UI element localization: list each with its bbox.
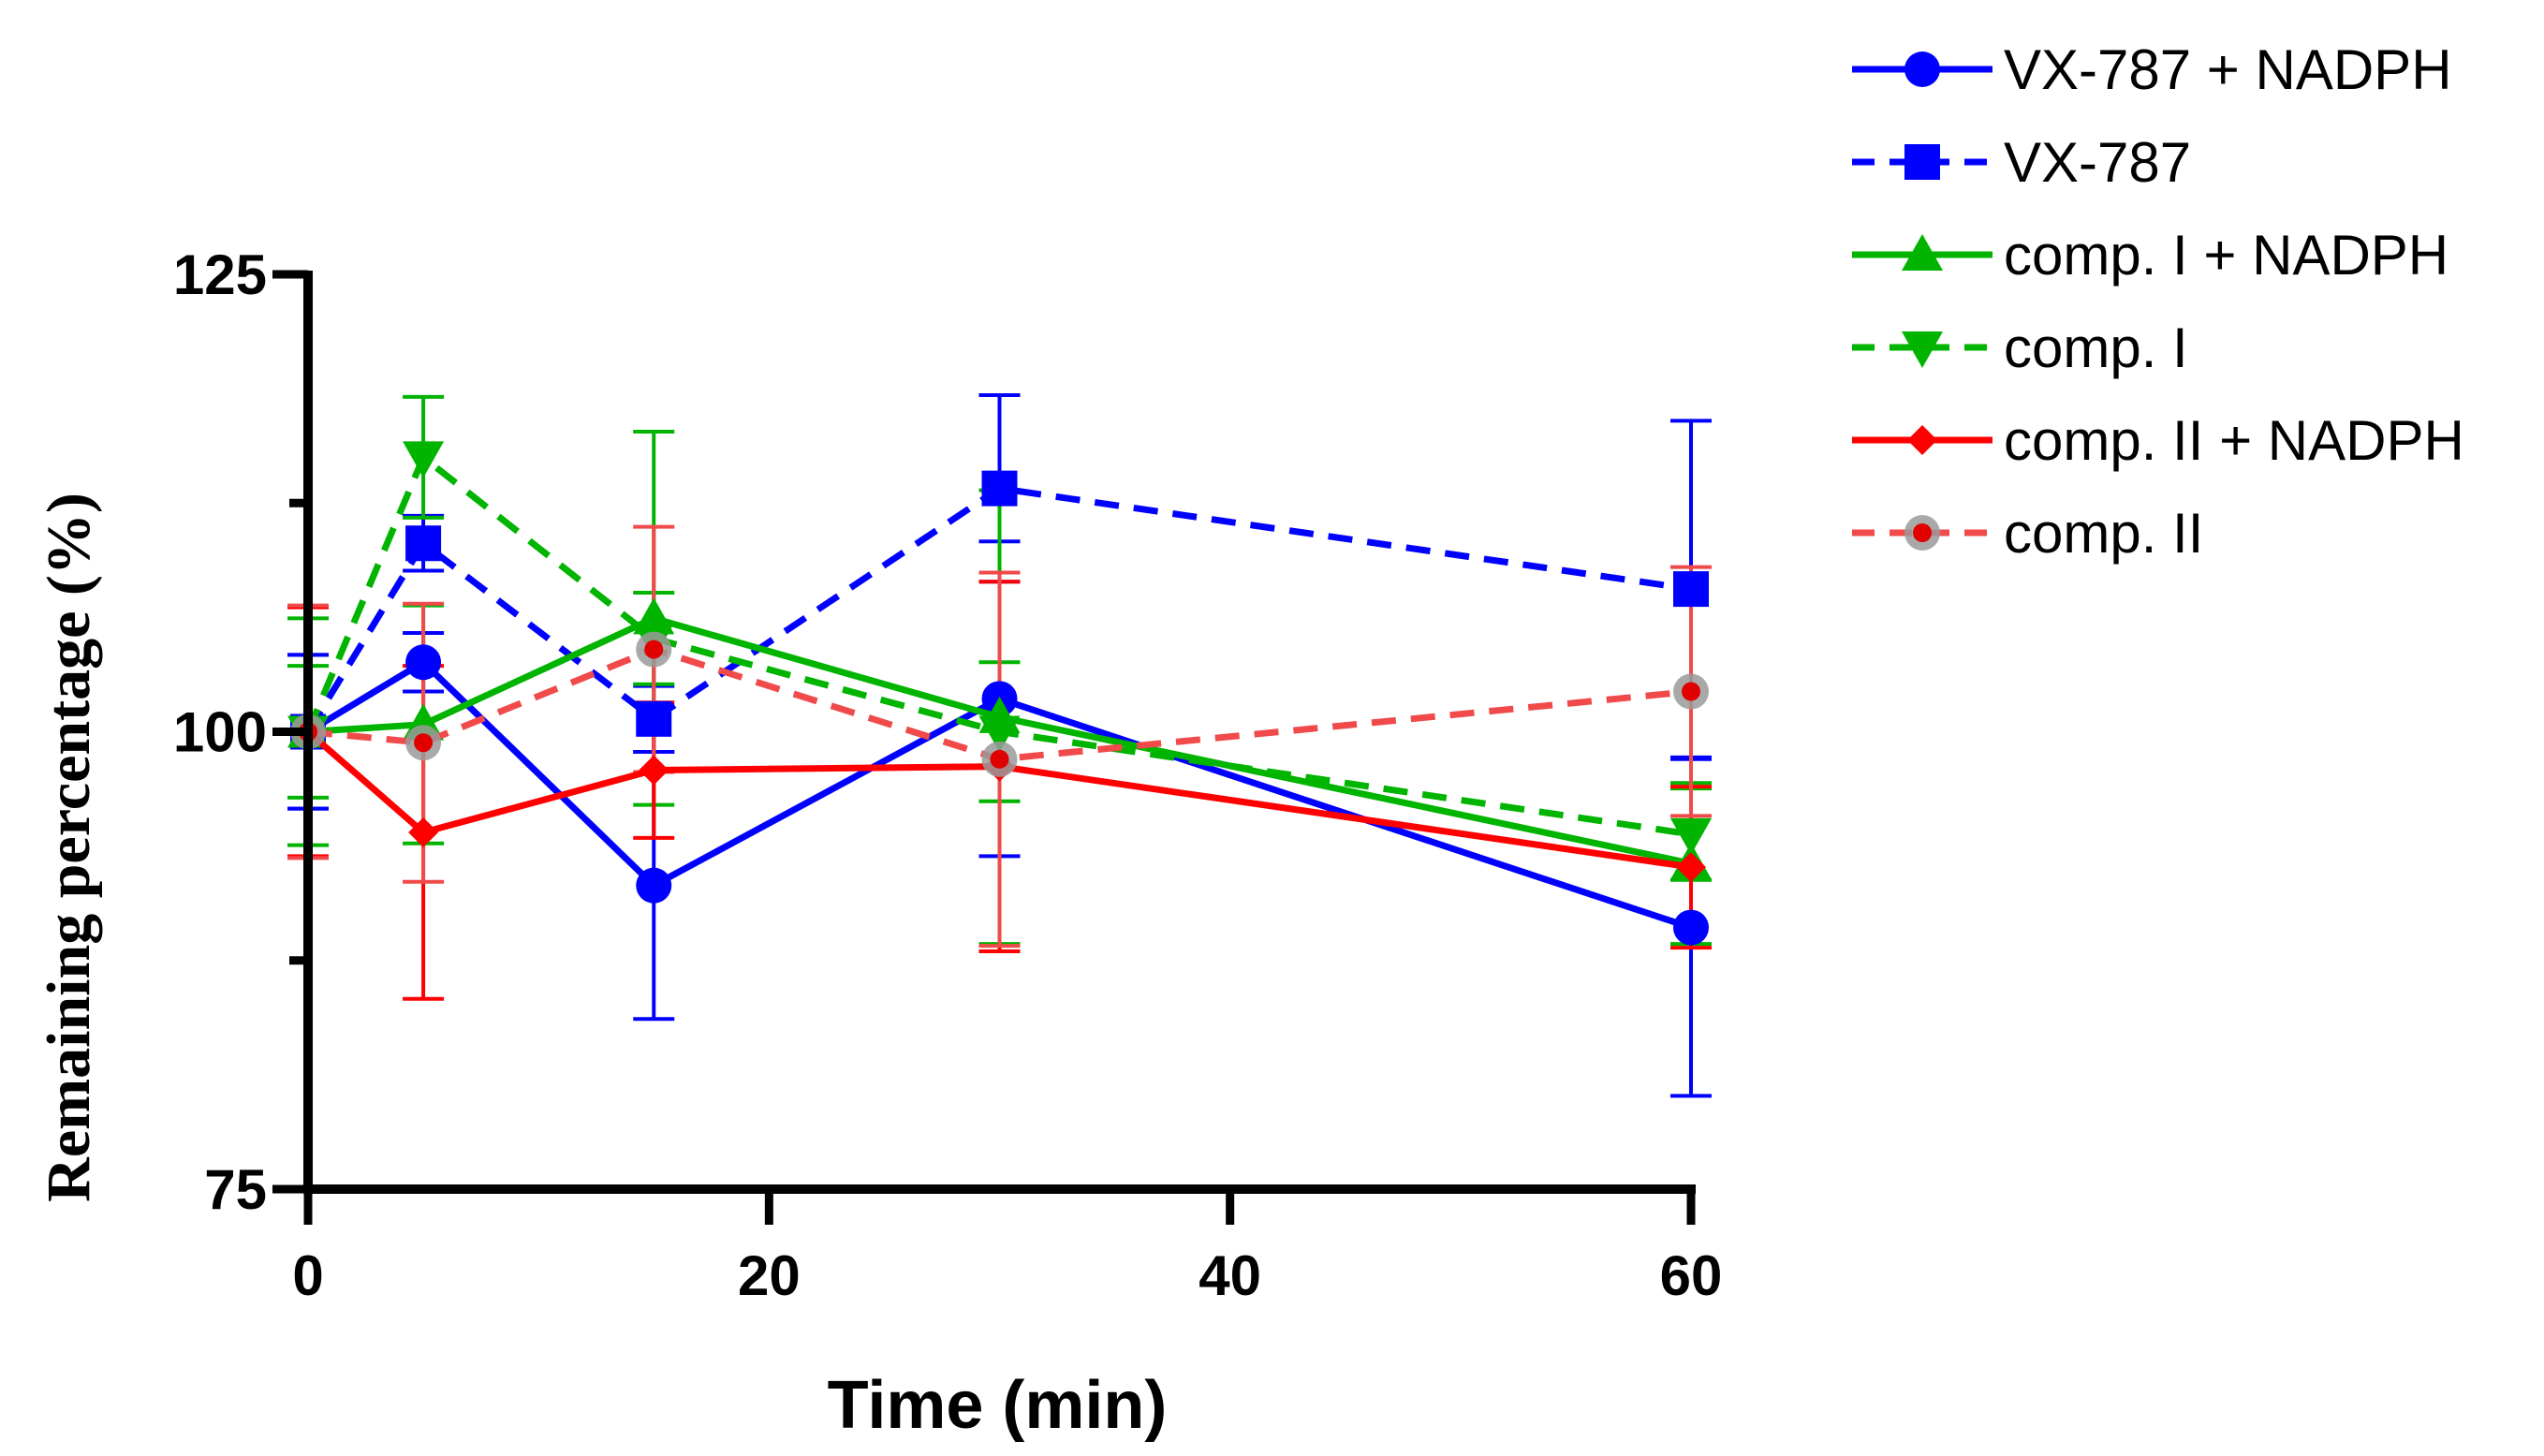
y-tick-label: 125 [173,243,267,306]
plot-area [287,392,1712,1098]
legend-swatch-marker [1902,331,1943,368]
data-point [408,816,439,847]
data-point [978,715,1021,753]
legend-item-3: comp. I [1852,316,2188,379]
data-point [636,631,672,668]
data-point [981,741,1018,777]
data-point [405,725,442,761]
data-point [403,441,445,478]
data-point [636,867,672,904]
data-point [1676,852,1706,883]
legend-label: VX-787 [2004,131,2191,194]
data-point-dot [414,733,434,753]
legend-item-2: comp. I + NADPH [1852,224,2448,287]
legend-label: comp. I + NADPH [2004,224,2448,287]
legend-swatch-marker [1904,515,1940,551]
legend-swatch-marker-dot [1913,523,1932,542]
x-tick-label: 60 [1660,1244,1723,1307]
x-tick-label: 40 [1198,1244,1261,1307]
x-axis-title: Time (min) [828,1368,1168,1443]
data-point [405,644,442,681]
legend-item-5: comp. II [1852,502,2203,565]
x-tick-label: 20 [738,1244,801,1307]
legend-item-4: comp. II + NADPH [1852,409,2464,472]
series-line [305,485,1692,734]
axes: 75 100 125 0 20 40 60 [173,243,1722,1307]
legend-swatch-marker [1902,234,1943,271]
data-point [1673,571,1709,608]
legend-item-0: VX-787 + NADPH [1852,38,2452,101]
legend-label: comp. II [2004,502,2203,565]
x-tick-label: 0 [292,1244,323,1307]
data-point [1673,673,1709,710]
data-point-dot [644,640,664,659]
y-tick-label: 75 [204,1158,267,1221]
data-point [1673,909,1709,946]
data-point [636,700,672,737]
data-point [639,755,669,786]
y-axis-title: Remaining percentage (%) [35,493,103,1202]
legend-swatch-marker [1907,425,1937,455]
legend: VX-787 + NADPH VX-787 comp. I + NADPH comp.… [1852,38,2464,565]
data-point-dot [1682,682,1700,701]
legend-label: VX-787 + NADPH [2004,38,2452,101]
legend-item-1: VX-787 [1852,131,2191,194]
legend-label: comp. II + NADPH [2004,409,2464,472]
legend-swatch-marker [1904,51,1940,87]
data-point [1670,817,1712,855]
legend-swatch-marker [1904,144,1940,180]
legend-label: comp. I [2004,316,2188,379]
data-point [405,525,442,562]
data-point-dot [990,749,1009,769]
data-point [981,470,1018,507]
y-tick-label: 100 [173,701,267,764]
